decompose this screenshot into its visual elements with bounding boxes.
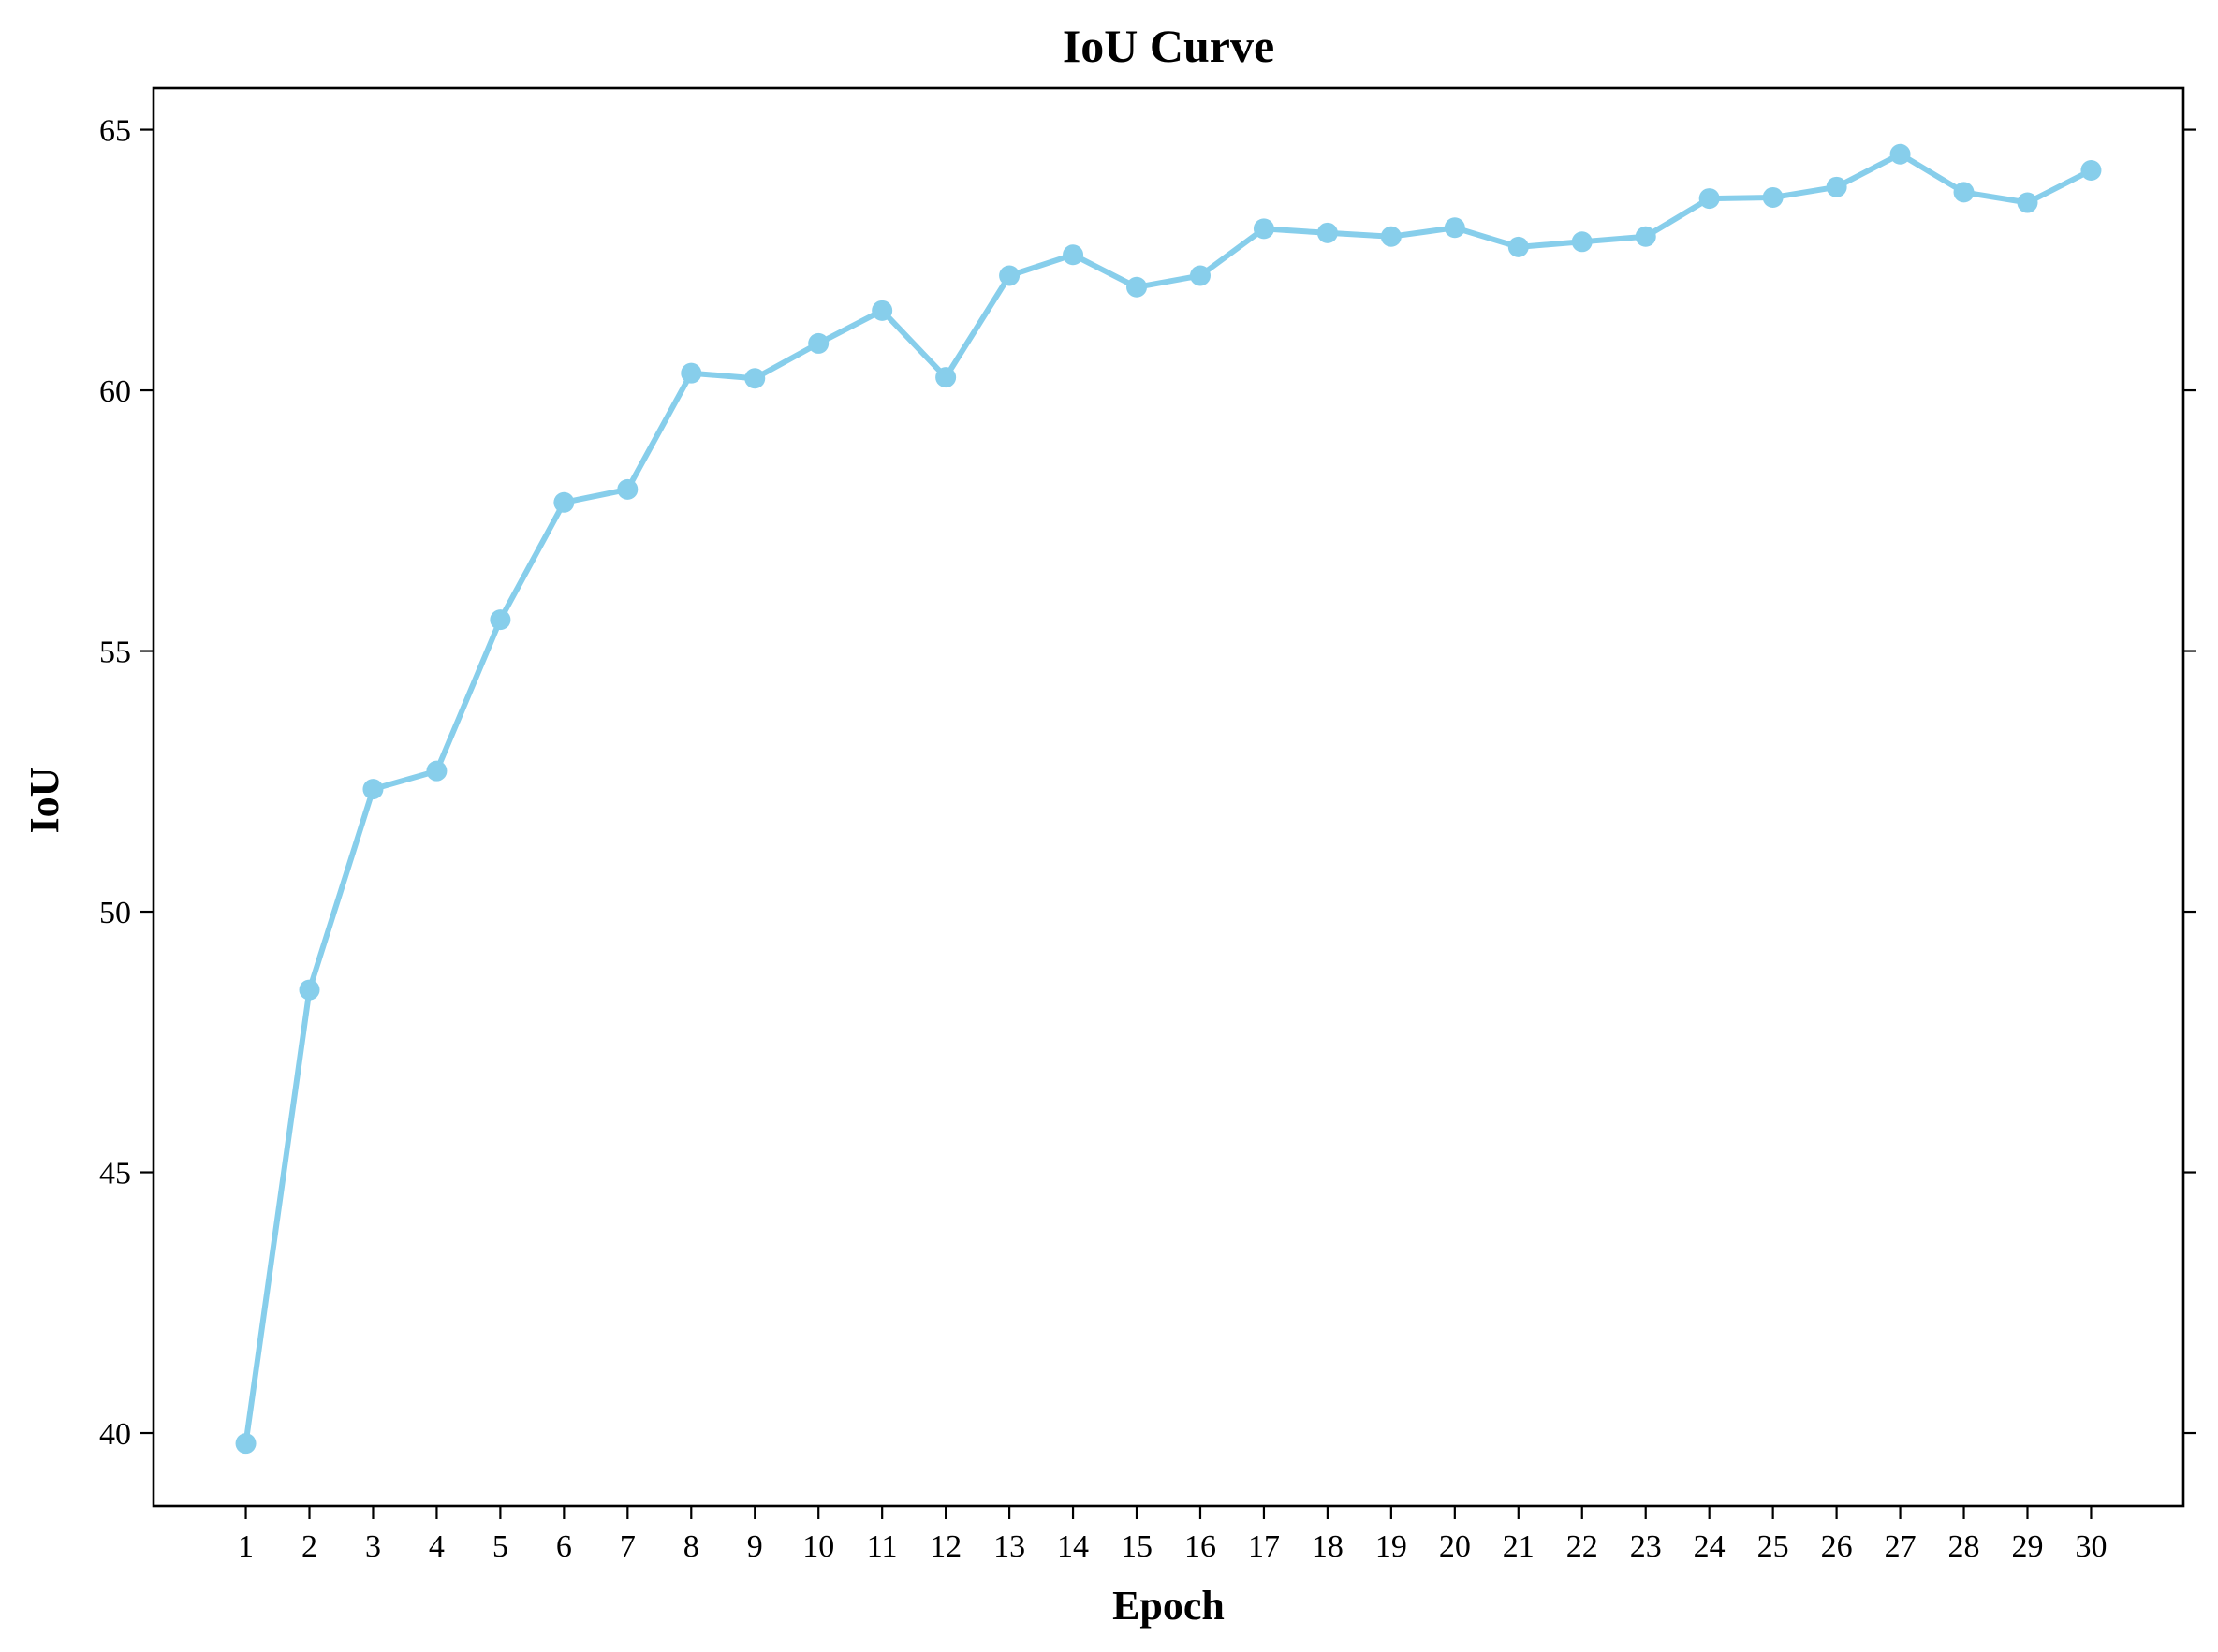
data-point xyxy=(872,300,893,321)
data-point xyxy=(999,265,1021,286)
data-point xyxy=(299,979,320,1001)
y-axis-label: IoU xyxy=(22,768,67,834)
data-point xyxy=(1762,186,1784,208)
data-point xyxy=(1698,188,1720,210)
data-point xyxy=(681,362,702,384)
data-point xyxy=(1826,176,1847,197)
x-tick-label: 14 xyxy=(1057,1529,1089,1564)
data-point xyxy=(1889,143,1911,165)
data-point xyxy=(1953,182,1975,203)
y-tick-label: 60 xyxy=(99,374,131,409)
x-tick-label: 18 xyxy=(1312,1529,1344,1564)
x-tick-label: 8 xyxy=(683,1529,699,1564)
x-tick-label: 3 xyxy=(365,1529,381,1564)
data-point xyxy=(1571,231,1593,253)
data-point xyxy=(935,367,957,388)
y-tick-label: 40 xyxy=(99,1417,131,1452)
x-tick-label: 16 xyxy=(1184,1529,1216,1564)
x-tick-label: 7 xyxy=(620,1529,636,1564)
data-point xyxy=(617,478,639,500)
x-tick-label: 28 xyxy=(1948,1529,1980,1564)
data-point xyxy=(808,332,830,354)
x-tick-label: 12 xyxy=(930,1529,962,1564)
data-point xyxy=(490,609,511,631)
data-point xyxy=(1189,265,1211,286)
x-tick-label: 20 xyxy=(1439,1529,1471,1564)
x-tick-label: 29 xyxy=(2011,1529,2043,1564)
data-point xyxy=(1635,226,1656,247)
x-tick-label: 26 xyxy=(1821,1529,1853,1564)
data-point xyxy=(1444,217,1465,239)
data-point xyxy=(1380,226,1402,247)
data-point xyxy=(1316,222,1338,243)
x-tick-label: 11 xyxy=(867,1529,898,1564)
data-point xyxy=(744,368,766,389)
y-tick-label: 65 xyxy=(99,114,131,149)
x-tick-label: 2 xyxy=(301,1529,317,1564)
chart-title: IoU Curve xyxy=(1063,20,1274,72)
x-tick-label: 5 xyxy=(492,1529,508,1564)
data-point xyxy=(1507,236,1529,257)
y-tick-label: 45 xyxy=(99,1157,131,1191)
series-line xyxy=(242,151,2094,1447)
x-axis-ticks: 1 2 3 4 5 6 7 8 9 10 11 12 13 14 15 16 17 18 19 20 21 22 23 24 2… xyxy=(238,1506,2107,1564)
data-point xyxy=(2017,192,2038,213)
x-tick-label: 13 xyxy=(993,1529,1025,1564)
x-tick-label: 22 xyxy=(1566,1529,1598,1564)
data-point xyxy=(1063,244,1084,266)
x-axis-label: Epoch xyxy=(1112,1583,1225,1629)
x-tick-label: 6 xyxy=(556,1529,572,1564)
x-tick-label: 1 xyxy=(238,1529,254,1564)
x-tick-label: 4 xyxy=(429,1529,445,1564)
x-tick-label: 27 xyxy=(1885,1529,1917,1564)
data-point xyxy=(553,491,575,513)
data-point xyxy=(426,760,448,782)
data-point xyxy=(2080,160,2102,182)
plot-frame xyxy=(152,86,2185,1508)
x-tick-label: 17 xyxy=(1248,1529,1280,1564)
data-point xyxy=(1253,218,1274,240)
x-tick-label: 24 xyxy=(1694,1529,1726,1564)
x-tick-label: 25 xyxy=(1757,1529,1789,1564)
x-tick-label: 10 xyxy=(802,1529,834,1564)
data-point xyxy=(235,1433,257,1455)
plot-area xyxy=(235,143,2102,1455)
x-tick-label: 9 xyxy=(747,1529,763,1564)
x-tick-label: 30 xyxy=(2075,1529,2107,1564)
x-tick-label: 21 xyxy=(1503,1529,1535,1564)
data-point xyxy=(362,779,384,800)
x-tick-label: 15 xyxy=(1121,1529,1153,1564)
y-axis-ticks: 40 45 50 55 60 65 xyxy=(99,114,2196,1452)
y-tick-label: 55 xyxy=(99,636,131,670)
data-point xyxy=(1126,276,1148,298)
x-tick-label: 19 xyxy=(1375,1529,1407,1564)
y-tick-label: 50 xyxy=(99,896,131,930)
x-tick-label: 23 xyxy=(1630,1529,1662,1564)
